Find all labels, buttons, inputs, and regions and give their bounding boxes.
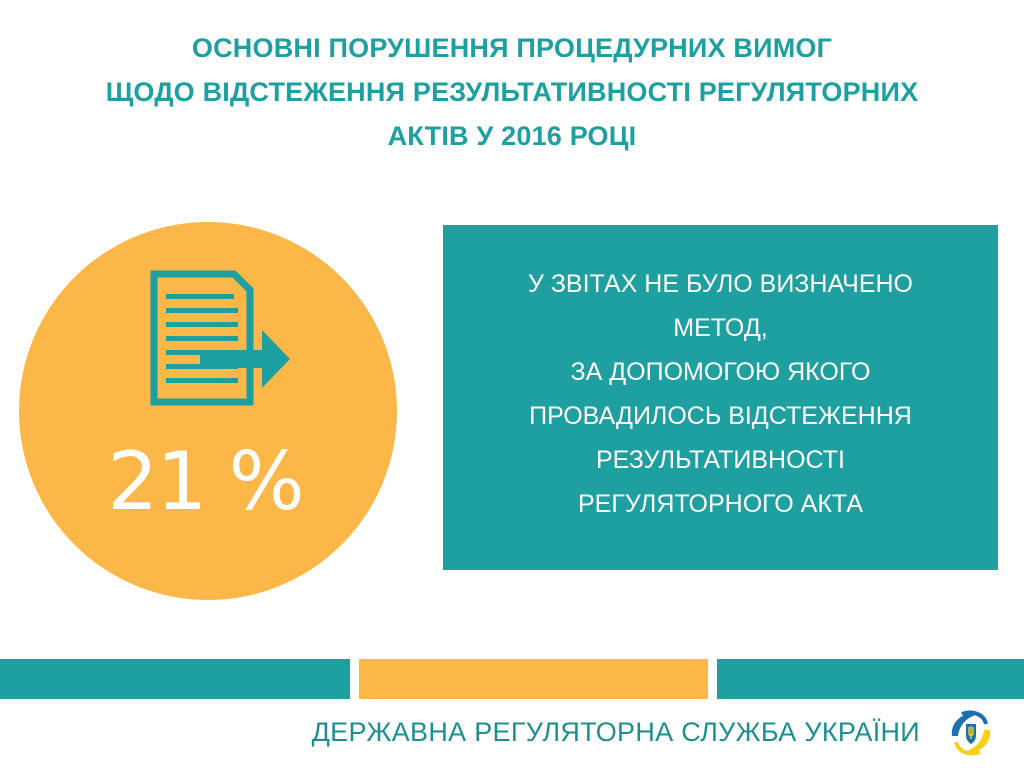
description-line: ПРОВАДИЛОСЬ ВІДСТЕЖЕННЯ	[529, 401, 912, 430]
stat-percent: 21 %	[107, 435, 304, 528]
description-line: У ЗВІТАХ НЕ БУЛО ВИЗНАЧЕНО	[528, 269, 913, 298]
title-line-1: ОСНОВНІ ПОРУШЕННЯ ПРОЦЕДУРНИХ ВИМОГ	[191, 33, 833, 63]
decor-bar-teal-right	[717, 659, 1024, 699]
dsr-logo-icon	[946, 708, 996, 758]
description-line: РЕГУЛЯТОРНОГО АКТА	[577, 489, 864, 518]
description-box: У ЗВІТАХ НЕ БУЛО ВИЗНАЧЕНО МЕТОД, ЗА ДОП…	[443, 225, 998, 570]
description-line: РЕЗУЛЬТАТИВНОСТІ	[596, 445, 845, 474]
description-line: ЗА ДОПОМОГОЮ ЯКОГО	[570, 357, 871, 386]
decor-bar-teal-left	[0, 659, 350, 699]
document-export-icon	[150, 270, 290, 406]
description-line: МЕТОД,	[673, 313, 768, 342]
decor-bar-orange	[359, 659, 708, 699]
stat-circle	[19, 222, 397, 600]
title-line-2: ЩОДО ВІДСТЕЖЕННЯ РЕЗУЛЬТАТИВНОСТІ РЕГУЛЯ…	[105, 77, 919, 107]
org-name: ДЕРЖАВНА РЕГУЛЯТОРНА СЛУЖБА УКРАЇНИ	[311, 717, 920, 747]
title-line-3: АКТІВ У 2016 РОЦІ	[387, 121, 637, 151]
infographic-title: ОСНОВНІ ПОРУШЕННЯ ПРОЦЕДУРНИХ ВИМОГ ЩОДО…	[0, 26, 1024, 158]
